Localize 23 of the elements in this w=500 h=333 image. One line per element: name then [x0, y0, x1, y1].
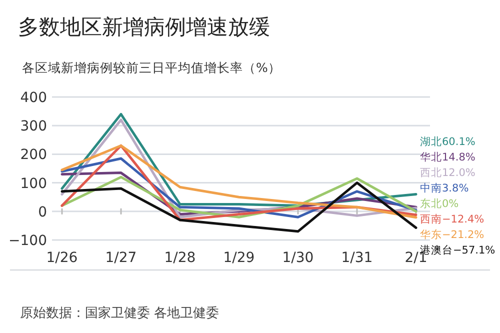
series-label: 华东−21.2% [420, 228, 484, 241]
series-label: 西南−12.4% [420, 212, 484, 226]
x-tick-label: 1/30 [282, 250, 314, 266]
y-tick-label: 200 [20, 147, 47, 164]
series-label: 中南3.8% [420, 182, 469, 194]
y-tick-label: −100 [8, 233, 47, 249]
x-tick-label: 1/28 [164, 250, 196, 266]
line-series [60, 182, 418, 233]
text: 原始数据：国家卫健委 各地卫健委 [20, 305, 220, 321]
text: 湖北60.1% [420, 135, 476, 148]
x-tick-label: 1/31 [341, 250, 373, 266]
series-label: 东北0% [420, 197, 459, 210]
text: 华北14.8% [420, 150, 476, 164]
y-tick-label: 0 [38, 204, 47, 220]
y-tick-label: 100 [20, 176, 47, 192]
text: 西北12.0% [420, 166, 476, 179]
y-tick-label: 300 [20, 118, 47, 135]
chart-title: 多数地区新增病例增速放缓 [18, 15, 270, 39]
chart-subtitle: 各区域新增病例较前三日平均值增长率（%） [22, 60, 281, 75]
y-tick-label: 400 [20, 90, 47, 106]
x-tick-label: 1/29 [223, 250, 255, 266]
x-tick-label: 1/26 [46, 250, 78, 266]
x-tick-label: 1/27 [105, 250, 137, 266]
